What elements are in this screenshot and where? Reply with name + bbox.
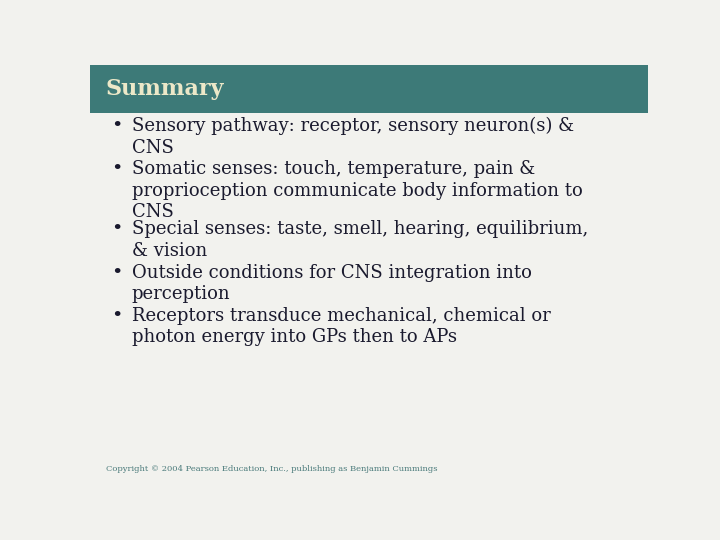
Text: Summary: Summary [106, 78, 224, 100]
Text: •: • [111, 160, 122, 178]
Text: Somatic senses: touch, temperature, pain &
proprioception communicate body infor: Somatic senses: touch, temperature, pain… [132, 160, 582, 221]
Text: •: • [111, 307, 122, 325]
Text: •: • [111, 220, 122, 238]
Text: •: • [111, 117, 122, 135]
Text: Copyright © 2004 Pearson Education, Inc., publishing as Benjamin Cummings: Copyright © 2004 Pearson Education, Inc.… [106, 465, 437, 473]
Text: Outside conditions for CNS integration into
perception: Outside conditions for CNS integration i… [132, 264, 532, 303]
Text: •: • [111, 264, 122, 281]
Text: Sensory pathway: receptor, sensory neuron(s) &
CNS: Sensory pathway: receptor, sensory neuro… [132, 117, 574, 157]
Text: Special senses: taste, smell, hearing, equilibrium,
& vision: Special senses: taste, smell, hearing, e… [132, 220, 588, 260]
Text: Receptors transduce mechanical, chemical or
photon energy into GPs then to APs: Receptors transduce mechanical, chemical… [132, 307, 551, 346]
Bar [90, 65, 648, 113]
